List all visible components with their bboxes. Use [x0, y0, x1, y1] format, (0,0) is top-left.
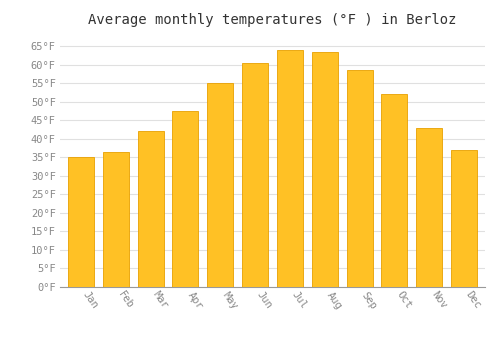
Bar: [382, 94, 407, 287]
Bar: [138, 131, 164, 287]
Title: Average monthly temperatures (°F ) in Berloz: Average monthly temperatures (°F ) in Be…: [88, 13, 457, 27]
Bar: [277, 50, 303, 287]
Bar: [207, 83, 234, 287]
Bar: [172, 111, 199, 287]
Bar: [242, 63, 268, 287]
Bar: [451, 150, 477, 287]
Bar: [346, 70, 372, 287]
Bar: [416, 128, 442, 287]
Bar: [312, 52, 338, 287]
Bar: [102, 152, 129, 287]
Bar: [68, 157, 94, 287]
